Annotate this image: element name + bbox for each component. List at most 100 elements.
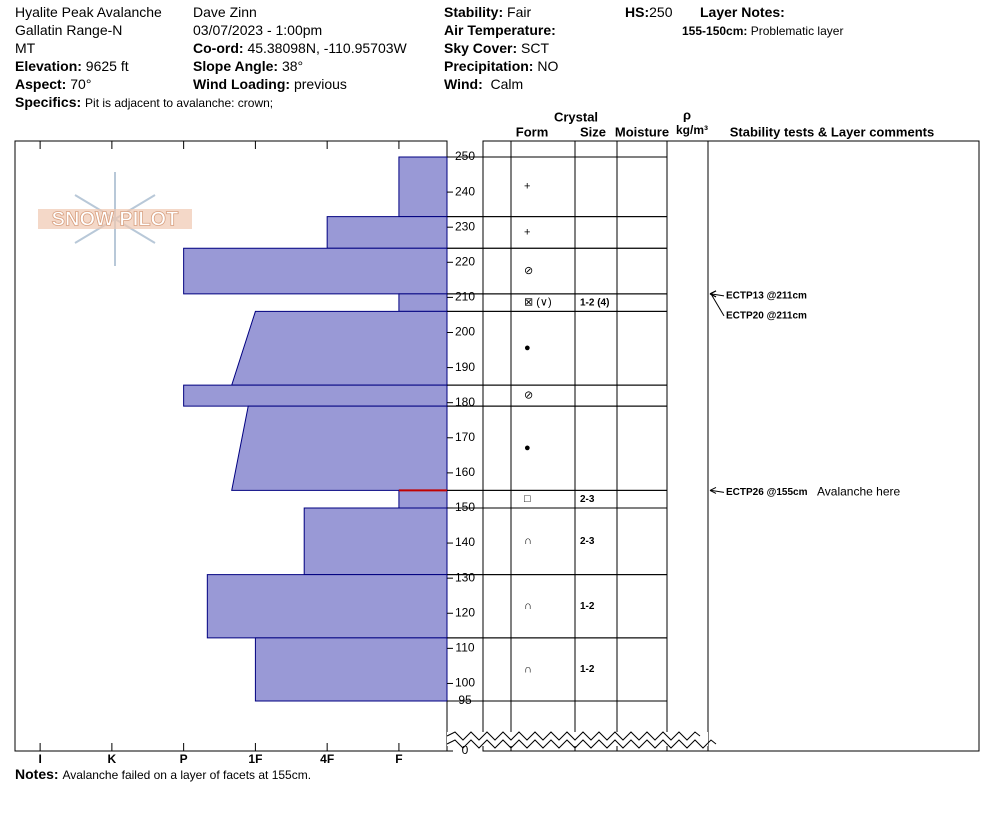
specifics: Specifics: Pit is adjacent to avalanche:… (15, 94, 273, 111)
x-tick-label: 4F (320, 752, 334, 766)
crystal-size: 2-3 (580, 494, 595, 505)
y-tick-label: 170 (455, 430, 475, 444)
crystal-form: ∩ (524, 663, 532, 675)
hardness-layer (303, 507, 448, 576)
axis-break-bg (447, 732, 708, 746)
test-arrow (709, 486, 717, 494)
location: Hyalite Peak Avalanche (15, 4, 162, 20)
value: Fair (507, 4, 532, 20)
column-header: Crystal (554, 109, 598, 124)
hardness-layer (398, 156, 448, 218)
layer-notes-title: Layer Notes: (700, 4, 785, 20)
label: Specifics: (15, 94, 82, 110)
value: SCT (521, 40, 550, 56)
value: previous (293, 76, 347, 92)
y-tick-label: 240 (455, 184, 475, 198)
hardness-layer (231, 405, 448, 491)
label: Wind: (444, 76, 483, 92)
crystal-size: 1-2 (580, 601, 595, 612)
crystal-form: ⊘ (524, 265, 533, 277)
value: 45.38098N, -110.95703W (247, 40, 407, 56)
column-header: Size (580, 124, 606, 139)
test-leader (710, 489, 725, 493)
hardness-layer (183, 384, 448, 407)
wind: Wind: Calm (444, 76, 523, 92)
crystal-form: + (524, 226, 530, 238)
plot: + + ⊘ ⊠ (∨) 1-2 (4) ● ⊘ ● □ 2-3 ∩ 2-3 ∩ 1-2 ∩ 1-2 250 240… (38, 141, 901, 766)
layer-note: 155-150cm: Problematic layer (682, 23, 843, 39)
x-tick-label: K (108, 752, 117, 766)
x-tick-label: F (395, 752, 402, 766)
label: Aspect: (15, 76, 67, 92)
y-tick-label: 150 (455, 500, 475, 514)
x-tick-label: I (38, 752, 41, 766)
y-tick-label: 100 (455, 676, 475, 690)
text: Problematic layer (750, 24, 844, 38)
column-header: Form (516, 124, 549, 139)
range: Gallatin Range-N (15, 22, 123, 38)
test-comment: Avalanche here (817, 485, 901, 499)
y-tick-label: 210 (455, 290, 475, 304)
hardness-layer (398, 293, 448, 312)
label: Notes: (15, 766, 59, 782)
hardness-layer (206, 574, 448, 639)
x-tick-label: 1F (248, 752, 262, 766)
crystal-size: 1-2 (580, 664, 595, 675)
wind-loading: Wind Loading: previous (193, 76, 347, 92)
axis-break (446, 731, 717, 749)
coord: Co-ord: 45.38098N, -110.95703W (193, 40, 407, 56)
test-arrow (709, 290, 717, 298)
y-tick-label: 230 (455, 219, 475, 233)
crystal-form: ● (524, 342, 531, 354)
comments-frame (707, 140, 980, 752)
label: Wind Loading: (193, 76, 291, 92)
label: Air Temperature: (444, 22, 556, 38)
label: Co-ord: (193, 40, 244, 56)
column-header: Stability tests & Layer comments (730, 124, 934, 139)
logo-text: SNOW PILOT (52, 208, 179, 230)
y-tick-label: 190 (455, 360, 475, 374)
y-tick-label: 200 (455, 325, 475, 339)
crystal-form: ⊘ (524, 390, 533, 402)
crystal-size: 1-2 (4) (580, 297, 609, 308)
x-tick-label: P (180, 752, 188, 766)
aspect: Aspect: 70° (15, 76, 91, 92)
y-tick-label: 130 (455, 570, 475, 584)
label: Slope Angle: (193, 58, 279, 74)
hs: HS:250 (625, 4, 672, 20)
table-frame (482, 140, 709, 752)
y-tick-label: 220 (455, 254, 475, 268)
label: HS: (625, 4, 650, 20)
crystal-form: ● (524, 442, 531, 454)
value: 9625 ft (85, 58, 129, 74)
table-columns (510, 141, 668, 751)
column-header: Moisture (615, 124, 669, 139)
value: Calm (490, 76, 524, 92)
label: Stability: (444, 4, 504, 20)
column-header: ρ (683, 107, 691, 122)
hardness-layer (231, 310, 448, 386)
hardness-layer (398, 489, 448, 509)
crystal-form: □ (524, 493, 531, 505)
y-tick-label: 110 (455, 641, 474, 655)
y-tick-label: 140 (455, 535, 475, 549)
test-label: ECTP26 @155cm (726, 487, 808, 498)
y-tick-label: 160 (455, 465, 475, 479)
label: Precipitation: (444, 58, 534, 74)
crystal-form: ∩ (524, 600, 532, 612)
stability: Stability: Fair (444, 4, 531, 20)
observer: Dave Zinn (193, 4, 257, 20)
crystal-size: 2-3 (580, 536, 595, 547)
y-tick-label: 120 (455, 605, 475, 619)
column-header: kg/m³ (676, 123, 708, 137)
value: 70° (70, 76, 92, 92)
value: 38° (281, 58, 304, 74)
precipitation: Precipitation: NO (444, 58, 558, 74)
range: 155-150cm: (682, 24, 748, 38)
sky-cover: Sky Cover: SCT (444, 40, 549, 56)
state: MT (15, 40, 36, 56)
hardness-layer (183, 247, 448, 295)
hardness-layer (326, 216, 448, 249)
value: 250 (649, 4, 673, 20)
